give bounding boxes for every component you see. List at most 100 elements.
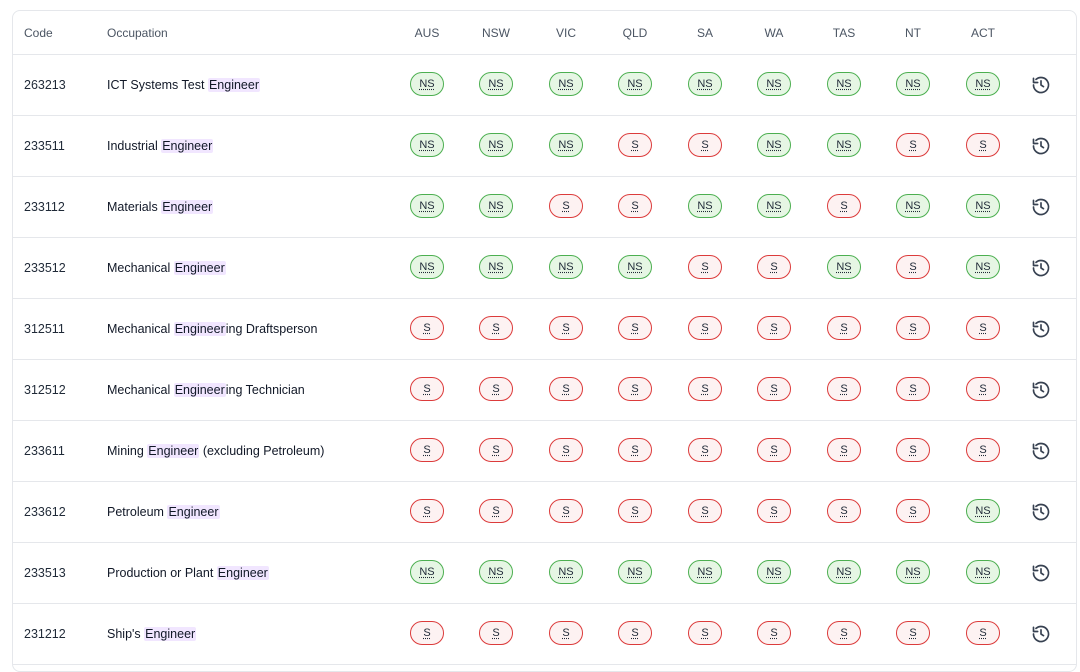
status-badge-tas[interactable]: S: [827, 621, 861, 645]
status-badge-act[interactable]: NS: [966, 194, 1000, 218]
status-badge-wa[interactable]: S: [757, 316, 791, 340]
status-badge-wa[interactable]: NS: [757, 133, 791, 157]
status-badge-qld[interactable]: NS: [618, 72, 652, 96]
status-badge-nt[interactable]: S: [896, 499, 930, 523]
status-badge-nsw[interactable]: NS: [479, 72, 513, 96]
status-badge-act[interactable]: S: [966, 133, 1000, 157]
history-icon[interactable]: [1031, 136, 1051, 156]
status-badge-wa[interactable]: NS: [757, 194, 791, 218]
status-badge-sa[interactable]: S: [688, 133, 722, 157]
status-badge-act[interactable]: NS: [966, 255, 1000, 279]
status-badge-nt[interactable]: S: [896, 621, 930, 645]
status-badge-aus[interactable]: NS: [410, 72, 444, 96]
status-badge-qld[interactable]: NS: [618, 560, 652, 584]
history-icon[interactable]: [1031, 624, 1051, 644]
status-badge-qld[interactable]: S: [618, 316, 652, 340]
status-badge-aus[interactable]: S: [410, 438, 444, 462]
status-badge-qld[interactable]: S: [618, 621, 652, 645]
status-badge-nt[interactable]: S: [896, 133, 930, 157]
history-icon[interactable]: [1031, 197, 1051, 217]
status-badge-aus[interactable]: S: [410, 377, 444, 401]
status-badge-sa[interactable]: S: [688, 255, 722, 279]
status-badge-nt[interactable]: NS: [896, 72, 930, 96]
status-badge-nsw[interactable]: NS: [479, 560, 513, 584]
status-badge-aus[interactable]: NS: [410, 560, 444, 584]
status-badge-act[interactable]: NS: [966, 499, 1000, 523]
history-icon[interactable]: [1031, 258, 1051, 278]
status-badge-aus[interactable]: S: [410, 316, 444, 340]
status-badge-sa[interactable]: S: [688, 499, 722, 523]
status-badge-aus[interactable]: NS: [410, 255, 444, 279]
status-badge-qld[interactable]: NS: [618, 255, 652, 279]
status-badge-tas[interactable]: NS: [827, 72, 861, 96]
status-badge-qld[interactable]: S: [618, 499, 652, 523]
status-badge-aus[interactable]: S: [410, 499, 444, 523]
status-badge-nsw[interactable]: NS: [479, 194, 513, 218]
status-badge-nsw[interactable]: NS: [479, 133, 513, 157]
history-icon[interactable]: [1031, 75, 1051, 95]
status-badge-nt[interactable]: S: [896, 438, 930, 462]
status-badge-wa[interactable]: S: [757, 377, 791, 401]
status-badge-aus[interactable]: NS: [410, 194, 444, 218]
status-badge-act[interactable]: S: [966, 316, 1000, 340]
status-badge-nsw[interactable]: NS: [479, 255, 513, 279]
status-badge-vic[interactable]: NS: [549, 133, 583, 157]
status-badge-tas[interactable]: NS: [827, 133, 861, 157]
status-badge-qld[interactable]: S: [618, 133, 652, 157]
status-badge-vic[interactable]: S: [549, 377, 583, 401]
status-badge-vic[interactable]: S: [549, 621, 583, 645]
status-badge-qld[interactable]: S: [618, 377, 652, 401]
status-badge-act[interactable]: S: [966, 377, 1000, 401]
status-badge-aus[interactable]: S: [410, 621, 444, 645]
status-badge-tas[interactable]: S: [827, 194, 861, 218]
status-badge-nt[interactable]: S: [896, 316, 930, 340]
history-icon[interactable]: [1031, 502, 1051, 522]
history-icon[interactable]: [1031, 441, 1051, 461]
status-badge-nt[interactable]: NS: [896, 194, 930, 218]
status-badge-act[interactable]: NS: [966, 560, 1000, 584]
header-code[interactable]: Code: [24, 26, 53, 40]
status-badge-tas[interactable]: S: [827, 499, 861, 523]
status-badge-sa[interactable]: S: [688, 377, 722, 401]
status-badge-act[interactable]: S: [966, 438, 1000, 462]
status-badge-tas[interactable]: S: [827, 316, 861, 340]
status-badge-sa[interactable]: NS: [688, 560, 722, 584]
status-badge-sa[interactable]: S: [688, 316, 722, 340]
status-badge-nt[interactable]: S: [896, 255, 930, 279]
status-badge-wa[interactable]: S: [757, 255, 791, 279]
status-badge-act[interactable]: NS: [966, 72, 1000, 96]
history-icon[interactable]: [1031, 380, 1051, 400]
status-badge-wa[interactable]: S: [757, 621, 791, 645]
header-occupation[interactable]: Occupation: [107, 26, 168, 40]
status-badge-nt[interactable]: S: [896, 377, 930, 401]
status-badge-wa[interactable]: S: [757, 499, 791, 523]
status-badge-qld[interactable]: S: [618, 438, 652, 462]
status-badge-wa[interactable]: NS: [757, 560, 791, 584]
status-badge-sa[interactable]: NS: [688, 72, 722, 96]
status-badge-nsw[interactable]: S: [479, 499, 513, 523]
history-icon[interactable]: [1031, 319, 1051, 339]
status-badge-vic[interactable]: S: [549, 438, 583, 462]
status-badge-nsw[interactable]: S: [479, 438, 513, 462]
status-badge-wa[interactable]: NS: [757, 72, 791, 96]
status-badge-vic[interactable]: NS: [549, 255, 583, 279]
status-badge-vic[interactable]: S: [549, 499, 583, 523]
status-badge-aus[interactable]: NS: [410, 133, 444, 157]
status-badge-nt[interactable]: NS: [896, 560, 930, 584]
status-badge-sa[interactable]: NS: [688, 194, 722, 218]
status-badge-tas[interactable]: S: [827, 438, 861, 462]
status-badge-nsw[interactable]: S: [479, 316, 513, 340]
status-badge-vic[interactable]: NS: [549, 560, 583, 584]
status-badge-nsw[interactable]: S: [479, 621, 513, 645]
status-badge-sa[interactable]: S: [688, 438, 722, 462]
status-badge-tas[interactable]: NS: [827, 255, 861, 279]
status-badge-vic[interactable]: S: [549, 316, 583, 340]
status-badge-tas[interactable]: S: [827, 377, 861, 401]
status-badge-sa[interactable]: S: [688, 621, 722, 645]
status-badge-wa[interactable]: S: [757, 438, 791, 462]
status-badge-act[interactable]: S: [966, 621, 1000, 645]
history-icon[interactable]: [1031, 563, 1051, 583]
status-badge-vic[interactable]: NS: [549, 72, 583, 96]
status-badge-qld[interactable]: S: [618, 194, 652, 218]
status-badge-nsw[interactable]: S: [479, 377, 513, 401]
